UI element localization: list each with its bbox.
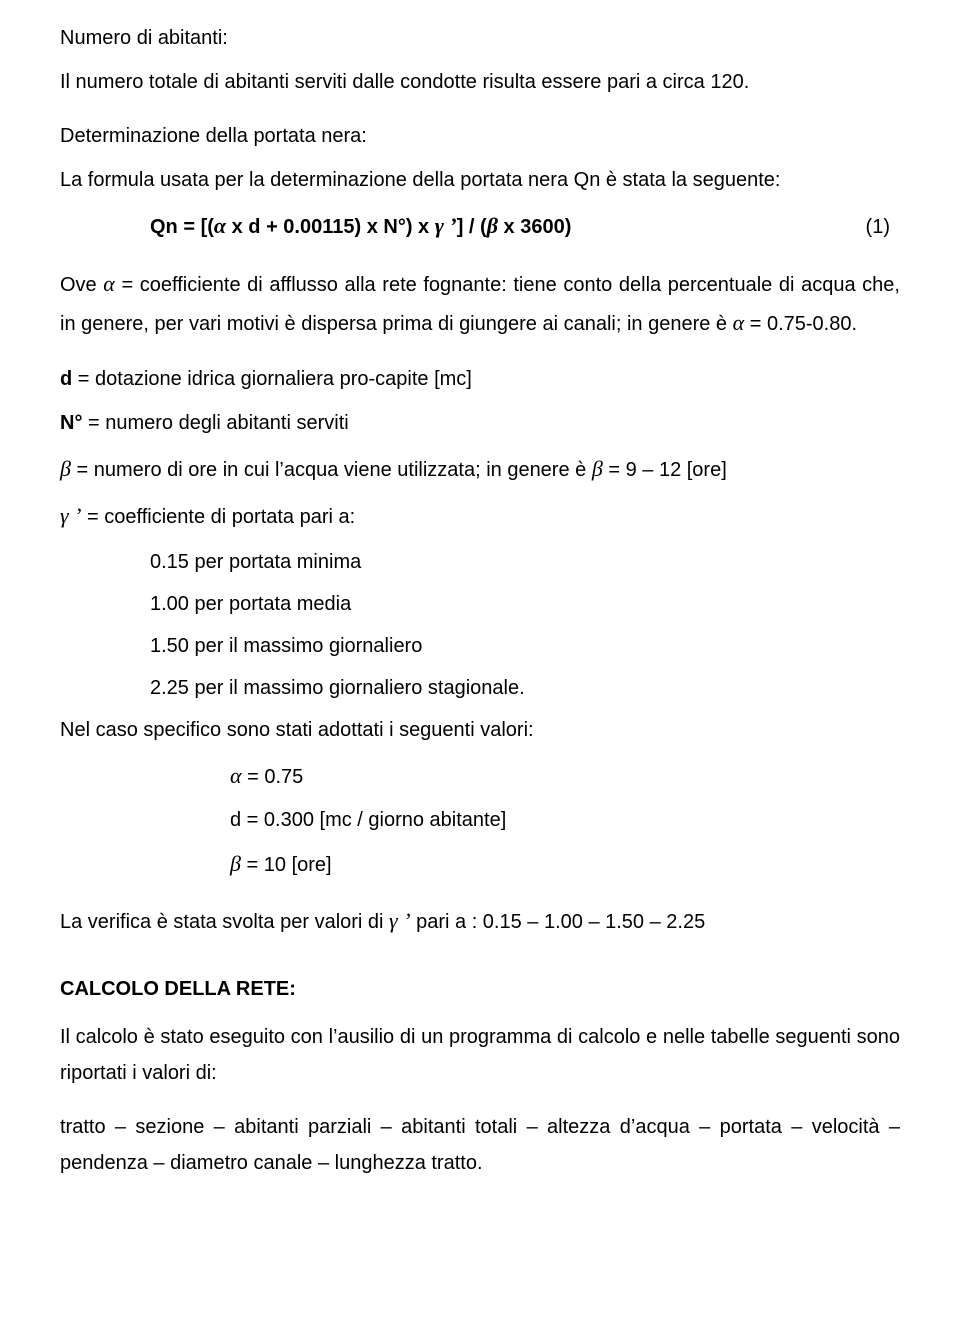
formula-mid1: x d + 0.00115) x N°) x xyxy=(226,216,435,238)
para-alpha-def: Ove α = coefficiente di afflusso alla re… xyxy=(60,264,900,343)
formula-mid3: x 3600) xyxy=(498,216,571,238)
value-beta-num: = 10 [ore] xyxy=(241,854,332,876)
gamma-prime-symbol: γ ’ xyxy=(435,213,457,238)
alpha-symbol-4: α xyxy=(230,763,242,788)
beta-symbol-4: β xyxy=(230,851,241,876)
equation-number: (1) xyxy=(866,209,900,245)
text-beta-def: = numero di ore in cui l’acqua viene uti… xyxy=(71,459,592,481)
para-adopted-values: Nel caso specifico sono stati adottati i… xyxy=(60,712,900,748)
formula-qn: Qn = [(α x d + 0.00115) x N°) x γ ’] / (… xyxy=(60,206,900,246)
document-page: Numero di abitanti: Il numero totale di … xyxy=(0,0,960,1343)
text-alpha-range: = 0.75-0.80. xyxy=(744,313,857,335)
value-beta: β = 10 [ore] xyxy=(60,844,900,884)
symbol-d: d xyxy=(60,368,72,390)
gamma-prime-symbol-2: γ ’ xyxy=(60,503,82,528)
para-calcolo-fields: tratto – sezione – abitanti parziali – a… xyxy=(60,1109,900,1181)
coef-item-0: 0.15 per portata minima xyxy=(60,544,900,580)
value-alpha: α = 0.75 xyxy=(60,756,900,796)
para-abitanti-total: Il numero totale di abitanti serviti dal… xyxy=(60,64,900,100)
para-calcolo-desc: Il calcolo è stato eseguito con l’ausili… xyxy=(60,1019,900,1091)
section-calcolo-rete: CALCOLO DELLA RETE: xyxy=(60,971,900,1007)
para-n-def: N° = numero degli abitanti serviti xyxy=(60,405,900,441)
gamma-prime-symbol-3: γ ’ xyxy=(389,908,411,933)
formula-body: Qn = [(α x d + 0.00115) x N°) x γ ’] / (… xyxy=(150,206,571,246)
coef-item-1: 1.00 per portata media xyxy=(60,586,900,622)
beta-symbol: β xyxy=(487,213,498,238)
alpha-symbol-2: α xyxy=(103,271,115,296)
text-gamma-def: = coefficiente di portata pari a: xyxy=(82,506,356,528)
symbol-n: N° xyxy=(60,412,82,434)
para-gamma-def: γ ’ = coefficiente di portata pari a: xyxy=(60,496,900,536)
text-beta-range: = 9 – 12 [ore] xyxy=(603,459,727,481)
coef-item-3: 2.25 per il massimo giornaliero stagiona… xyxy=(60,670,900,706)
beta-symbol-3: β xyxy=(592,456,603,481)
text-verifica-pre: La verifica è stata svolta per valori di xyxy=(60,911,389,933)
text-verifica-post: pari a : 0.15 – 1.00 – 1.50 – 2.25 xyxy=(411,911,706,933)
para-verifica: La verifica è stata svolta per valori di… xyxy=(60,901,900,941)
beta-symbol-2: β xyxy=(60,456,71,481)
heading-abitanti: Numero di abitanti: xyxy=(60,20,900,56)
alpha-symbol-3: α xyxy=(733,310,745,335)
text-ove: Ove xyxy=(60,274,103,296)
heading-portata-nera: Determinazione della portata nera: xyxy=(60,118,900,154)
text-d-def: = dotazione idrica giornaliera pro-capit… xyxy=(72,368,472,390)
coef-item-2: 1.50 per il massimo giornaliero xyxy=(60,628,900,664)
text-n-def: = numero degli abitanti serviti xyxy=(82,412,348,434)
alpha-symbol: α xyxy=(214,213,226,238)
para-beta-def: β = numero di ore in cui l’acqua viene u… xyxy=(60,449,900,489)
value-alpha-num: = 0.75 xyxy=(242,766,304,788)
formula-lhs: Qn = [( xyxy=(150,216,214,238)
para-d-def: d = dotazione idrica giornaliera pro-cap… xyxy=(60,361,900,397)
para-formula-intro: La formula usata per la determinazione d… xyxy=(60,162,900,198)
value-d: d = 0.300 [mc / giorno abitante] xyxy=(60,802,900,838)
formula-mid2: ] / ( xyxy=(457,216,487,238)
